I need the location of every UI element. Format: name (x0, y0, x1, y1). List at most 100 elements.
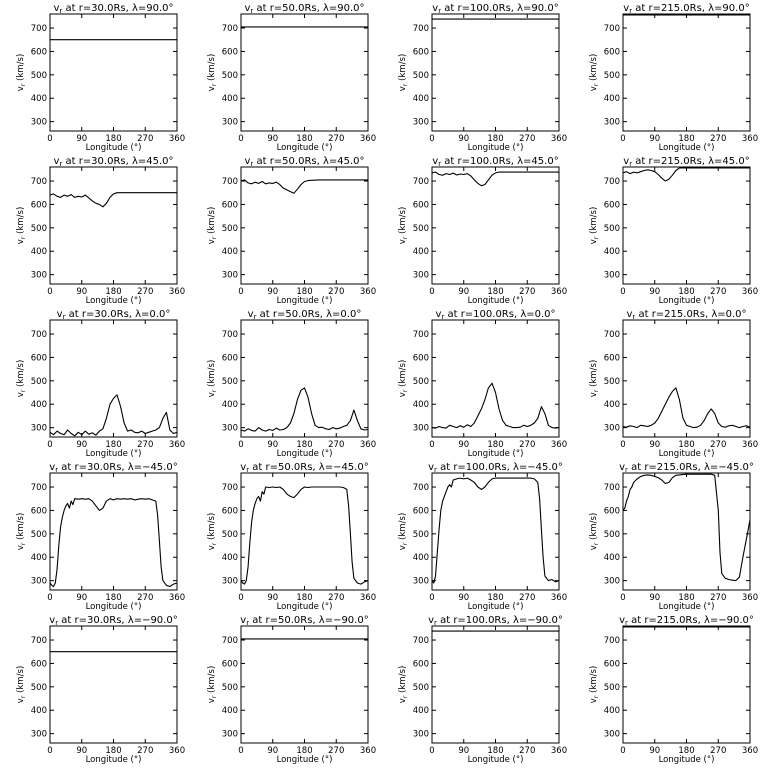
y-tick-label: 600 (222, 353, 238, 363)
x-axis-label: Longitude (°) (468, 755, 524, 765)
chart-panel: vr at r=215.0Rs, λ=90.0° 0 90 180 270 360 300 4… (589, 3, 758, 153)
y-tick-label: 500 (413, 683, 429, 693)
x-tick-label: 360 (742, 287, 758, 297)
chart-title: vr at r=30.0Rs, λ=90.0° (53, 3, 173, 15)
x-tick-label: 180 (678, 440, 694, 450)
x-tick-label: 90 (649, 746, 660, 756)
plot-frame (49, 319, 178, 438)
y-axis-label: vr (km/s) (207, 513, 218, 551)
plot-frame (622, 166, 751, 285)
y-tick-label: 600 (604, 506, 620, 516)
y-tick-label: 300 (222, 118, 238, 128)
y-tick-label: 700 (222, 483, 238, 493)
x-tick-label: 90 (267, 287, 278, 297)
x-tick-label: 180 (487, 593, 503, 603)
x-tick-label: 270 (137, 440, 153, 450)
chart-panel: vr at r=100.0Rs, λ=−45.0° 0 90 180 270 360 300… (398, 462, 567, 612)
chart-panel: vr at r=100.0Rs, λ=45.0° 0 90 180 270 360 300 4… (398, 156, 567, 306)
plot-frame (431, 319, 560, 438)
y-tick-label: 300 (604, 577, 620, 587)
x-tick-label: 90 (267, 440, 278, 450)
series-line (49, 192, 177, 208)
x-tick-label: 90 (649, 593, 660, 603)
y-tick-label: 500 (413, 71, 429, 81)
x-tick-label: 270 (328, 440, 344, 450)
x-axis-label: Longitude (°) (659, 143, 715, 153)
y-tick-label: 400 (604, 706, 620, 716)
y-tick-label: 500 (31, 683, 47, 693)
x-tick-label: 360 (360, 593, 376, 603)
y-axis-label: vr (km/s) (589, 360, 600, 398)
x-tick-label: 270 (137, 134, 153, 144)
x-tick-label: 180 (487, 746, 503, 756)
y-tick-label: 600 (31, 353, 47, 363)
y-tick-label: 500 (604, 71, 620, 81)
y-tick-label: 600 (604, 200, 620, 210)
chart-panel: vr at r=215.0Rs, λ=0.0° 0 90 180 270 360 300 40… (589, 309, 758, 459)
x-axis-label: Longitude (°) (468, 143, 524, 153)
y-tick-label: 500 (222, 683, 238, 693)
y-tick-label: 700 (604, 483, 620, 493)
x-tick-label: 180 (105, 746, 121, 756)
y-tick-label: 500 (222, 530, 238, 540)
y-tick-label: 700 (31, 636, 47, 646)
y-axis-label: vr (km/s) (589, 207, 600, 245)
y-axis-label: vr (km/s) (398, 666, 409, 704)
chart-title: vr at r=215.0Rs, λ=45.0° (623, 156, 749, 168)
x-tick-label: 180 (296, 134, 312, 144)
plot-frame (622, 13, 751, 132)
y-tick-label: 500 (31, 377, 47, 387)
y-tick-label: 400 (31, 247, 47, 257)
x-tick-label: 360 (360, 287, 376, 297)
chart-title: vr at r=50.0Rs, λ=45.0° (244, 156, 364, 168)
x-tick-label: 180 (105, 440, 121, 450)
x-axis-label: Longitude (°) (277, 602, 333, 612)
x-tick-label: 90 (267, 134, 278, 144)
series-line (431, 477, 560, 584)
chart-panel: vr at r=30.0Rs, λ=−45.0° 0 90 180 270 360 300 4… (16, 462, 185, 612)
y-tick-label: 300 (413, 424, 429, 434)
chart-panel: vr at r=215.0Rs, λ=−45.0° 0 90 180 270 360 300… (589, 462, 758, 612)
y-tick-label: 700 (413, 483, 429, 493)
chart-title: vr at r=215.0Rs, λ=0.0° (626, 309, 746, 321)
x-tick-label: 270 (710, 287, 726, 297)
x-tick-label: 270 (710, 746, 726, 756)
x-tick-label: 0 (429, 593, 434, 603)
x-axis-label: Longitude (°) (86, 143, 142, 153)
x-axis-label: Longitude (°) (277, 755, 333, 765)
chart-panel: vr at r=215.0Rs, λ=45.0° 0 90 180 270 360 300 4… (589, 156, 758, 306)
x-tick-label: 0 (429, 287, 434, 297)
series-line (622, 167, 750, 182)
x-tick-label: 0 (238, 440, 243, 450)
y-tick-label: 400 (222, 94, 238, 104)
series-line (240, 387, 369, 432)
y-tick-label: 500 (31, 71, 47, 81)
y-axis-label: vr (km/s) (16, 360, 27, 398)
chart-title: vr at r=30.0Rs, λ=45.0° (53, 156, 173, 168)
x-tick-label: 180 (678, 134, 694, 144)
y-tick-label: 700 (31, 330, 47, 340)
series-line (431, 382, 560, 429)
x-axis-label: Longitude (°) (86, 755, 142, 765)
x-tick-label: 0 (429, 746, 434, 756)
y-tick-label: 600 (31, 506, 47, 516)
y-tick-label: 400 (413, 94, 429, 104)
x-tick-label: 180 (296, 746, 312, 756)
y-axis-label: vr (km/s) (16, 207, 27, 245)
x-tick-label: 0 (429, 134, 434, 144)
y-tick-label: 400 (413, 553, 429, 563)
x-tick-label: 0 (47, 440, 52, 450)
chart-title: vr at r=100.0Rs, λ=45.0° (432, 156, 558, 168)
x-tick-label: 270 (137, 746, 153, 756)
y-tick-label: 400 (31, 400, 47, 410)
chart-panel: vr at r=100.0Rs, λ=90.0° 0 90 180 270 360 300 4… (398, 3, 567, 153)
series-line (622, 473, 751, 582)
y-tick-label: 700 (413, 330, 429, 340)
plot-frame (622, 472, 751, 591)
plot-frame (431, 625, 560, 744)
x-tick-label: 90 (458, 593, 469, 603)
y-tick-label: 700 (604, 177, 620, 187)
chart-title: vr at r=100.0Rs, λ=−45.0° (428, 462, 563, 474)
plot-frame (240, 319, 369, 438)
x-tick-label: 90 (76, 593, 87, 603)
